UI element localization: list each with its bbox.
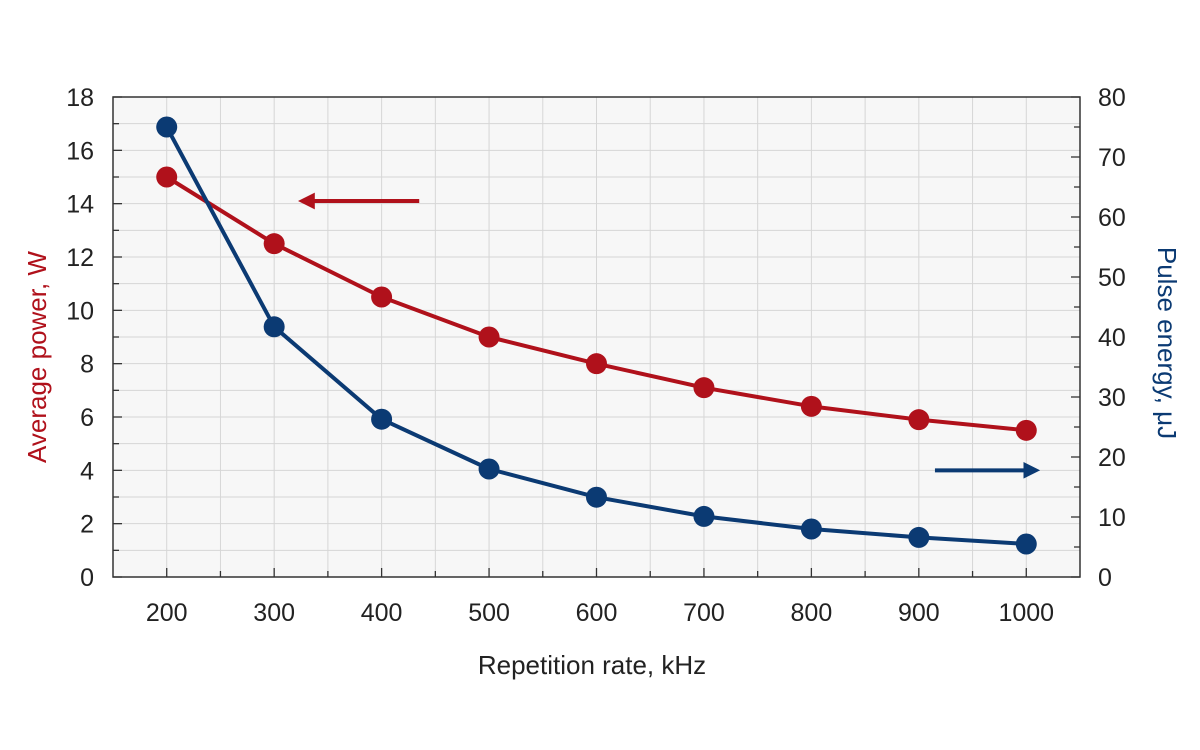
y-right-tick-label: 10: [1098, 504, 1126, 532]
x-tick-label: 300: [253, 599, 295, 627]
y-right-tick-label: 40: [1098, 324, 1126, 352]
energy-point: [908, 526, 930, 548]
tick-labels: 200 300 400 500 600 700 800 900 1000024681012141…: [66, 84, 1126, 627]
energy-point: [478, 458, 500, 480]
y-right-tick-label: 80: [1098, 84, 1126, 112]
ticks: [113, 96, 1080, 578]
x-axis-title: Repetition rate, kHz: [478, 650, 706, 680]
y-left-tick-label: 18: [66, 84, 94, 112]
x-tick-label: 1000: [998, 599, 1054, 627]
energy-point: [800, 518, 822, 540]
x-tick-label: 800: [791, 599, 833, 627]
y-right-tick-label: 70: [1098, 144, 1126, 172]
y-right-tick-label: 0: [1098, 564, 1112, 592]
y-right-tick-label: 60: [1098, 204, 1126, 232]
x-tick-label: 200: [146, 599, 188, 627]
y-right-tick-label: 50: [1098, 264, 1126, 292]
y-right-tick-label: 20: [1098, 444, 1126, 472]
power-point: [800, 395, 822, 417]
annotations: [297, 192, 1041, 479]
power-point: [693, 377, 715, 399]
power-point: [371, 286, 393, 308]
energy-point: [693, 505, 715, 527]
y-left-tick-label: 12: [66, 244, 94, 272]
power-point: [586, 353, 607, 375]
x-tick-label: 500: [468, 599, 510, 627]
y-left-tick-label: 0: [80, 564, 94, 592]
power-point: [908, 409, 930, 431]
y-right-tick-label: 30: [1098, 384, 1126, 412]
x-tick-label: 700: [683, 599, 725, 627]
y-left-tick-label: 6: [80, 404, 94, 432]
y-left-tick-label: 14: [66, 191, 94, 219]
energy-point: [1015, 533, 1037, 555]
energy-point: [156, 116, 178, 138]
energy-point: [263, 316, 285, 338]
x-tick-label: 400: [361, 599, 403, 627]
x-tick-label: 900: [898, 599, 940, 627]
y-axis-right-title: Pulse energy, μJ: [1152, 247, 1182, 439]
y-axis-left-title: Average power, W: [22, 251, 52, 463]
x-tick-label: 600: [576, 599, 618, 627]
y-left-tick-label: 8: [80, 351, 94, 379]
power-point: [263, 233, 285, 255]
y-left-tick-label: 10: [66, 297, 94, 325]
y-left-tick-label: 2: [80, 511, 94, 539]
series: [156, 116, 1037, 555]
power-point: [1015, 419, 1037, 441]
power-point: [156, 166, 178, 188]
energy-point: [586, 486, 607, 508]
y-left-tick-label: 16: [66, 137, 94, 165]
energy-point: [371, 408, 393, 430]
y-left-tick-label: 4: [80, 457, 94, 485]
power-point: [478, 326, 500, 348]
